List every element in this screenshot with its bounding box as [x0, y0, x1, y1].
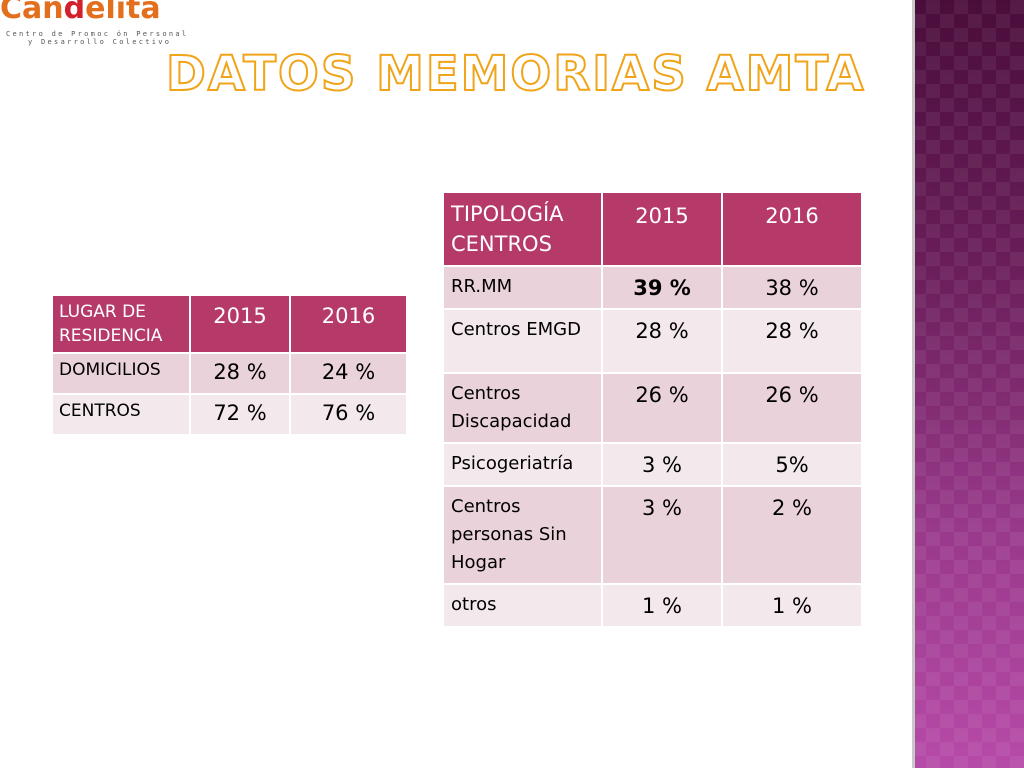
table-cell: Centros Discapacidad — [444, 374, 601, 442]
table-cell: 1 % — [603, 585, 721, 626]
diamond-pattern — [912, 0, 1024, 768]
table-cell: 1 % — [723, 585, 861, 626]
table-cell: 72 % — [191, 395, 289, 434]
table-header-cell: 2016 — [291, 296, 406, 352]
table-header-cell: LUGAR DE RESIDENCIA — [53, 296, 189, 352]
table-cell: DOMICILIOS — [53, 354, 189, 393]
table-cell: 2 % — [723, 487, 861, 583]
logo-tagline-2: y Desarrollo Colectivo — [28, 38, 172, 46]
table-header-cell: 2015 — [191, 296, 289, 352]
table-cell: otros — [444, 585, 601, 626]
table-cell: 39 % — [603, 267, 721, 308]
table-cell: 3 % — [603, 444, 721, 485]
candelita-logo: Candelita Centro de Promoc ón Personal y… — [0, 0, 186, 48]
table-cell: 5% — [723, 444, 861, 485]
table-cell: Psicogeriatría — [444, 444, 601, 485]
slide-title: DATOS MEMORIAS AMTA — [165, 46, 866, 102]
table-cell: 28 % — [723, 310, 861, 372]
panel-divider — [912, 0, 915, 768]
table-cell: 28 % — [603, 310, 721, 372]
logo-tagline-1: Centro de Promoc ón Personal — [6, 30, 189, 38]
table-cell: Centros personas Sin Hogar — [444, 487, 601, 583]
table-row: Centros Discapacidad 26 % 26 % — [444, 374, 861, 442]
table-row: Centros EMGD 28 % 28 % — [444, 310, 861, 372]
table-cell: RR.MM — [444, 267, 601, 308]
table-cell: 76 % — [291, 395, 406, 434]
table-row: Centros personas Sin Hogar 3 % 2 % — [444, 487, 861, 583]
table-row: Psicogeriatría 3 % 5% — [444, 444, 861, 485]
table-header-row: LUGAR DE RESIDENCIA 2015 2016 — [53, 296, 406, 352]
table-row: CENTROS 72 % 76 % — [53, 395, 406, 434]
table-header-cell: TIPOLOGÍA CENTROS — [444, 193, 601, 265]
logo-wordmark: Candelita — [0, 0, 161, 26]
decorative-side-panel — [912, 0, 1024, 768]
center-type-table: TIPOLOGÍA CENTROS 2015 2016 RR.MM 39 % 3… — [442, 191, 863, 628]
table-row: otros 1 % 1 % — [444, 585, 861, 626]
table-row: RR.MM 39 % 38 % — [444, 267, 861, 308]
table-cell: 26 % — [723, 374, 861, 442]
table-cell: CENTROS — [53, 395, 189, 434]
residence-table: LUGAR DE RESIDENCIA 2015 2016 DOMICILIOS… — [51, 294, 408, 436]
table-header-row: TIPOLOGÍA CENTROS 2015 2016 — [444, 193, 861, 265]
table-row: DOMICILIOS 28 % 24 % — [53, 354, 406, 393]
table-cell: Centros EMGD — [444, 310, 601, 372]
table-cell: 24 % — [291, 354, 406, 393]
table-header-cell: 2015 — [603, 193, 721, 265]
table-header-cell: 2016 — [723, 193, 861, 265]
table-cell: 3 % — [603, 487, 721, 583]
table-cell: 26 % — [603, 374, 721, 442]
table-cell: 28 % — [191, 354, 289, 393]
table-cell: 38 % — [723, 267, 861, 308]
